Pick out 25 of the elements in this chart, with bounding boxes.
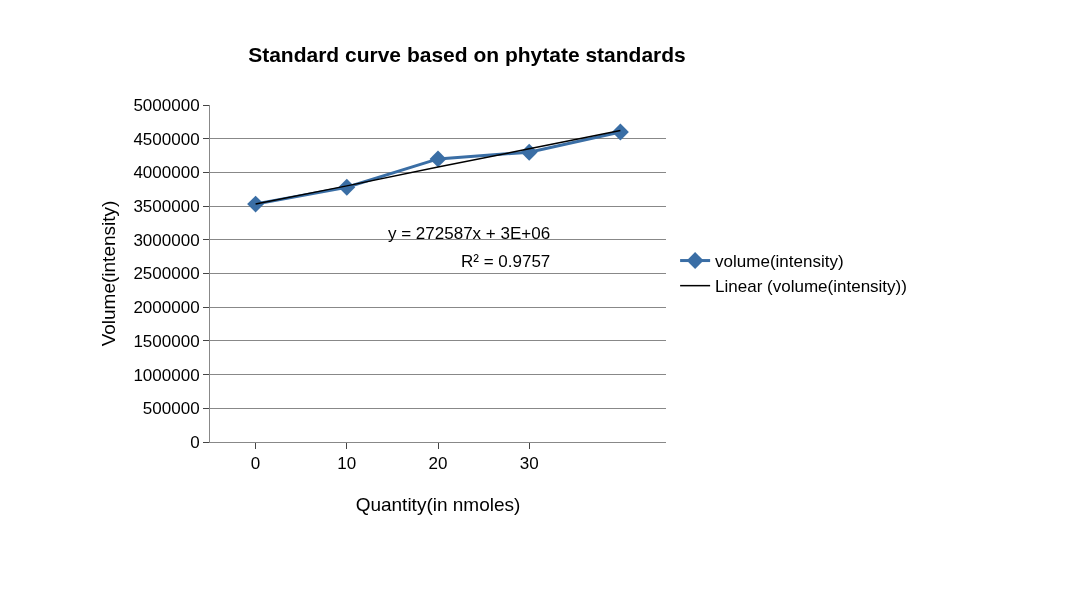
- legend-label: Linear (volume(intensity)): [715, 277, 907, 297]
- y-tick-label: 1500000: [133, 331, 200, 351]
- point: [611, 123, 629, 141]
- y-tick-label: 4500000: [133, 129, 200, 149]
- y-tick-label: 2500000: [133, 264, 200, 284]
- y-tick-label: 0: [190, 432, 200, 452]
- y-tick-label: 3500000: [133, 197, 200, 217]
- x-tick-label: 20: [428, 454, 448, 474]
- x-tick-label: 10: [337, 454, 357, 474]
- y-tick-label: 3000000: [133, 230, 200, 250]
- y-tick-label: 500000: [142, 399, 200, 419]
- point: [429, 150, 447, 168]
- point: [520, 143, 538, 161]
- x-tick-label: 30: [519, 454, 539, 474]
- y-tick-label: 4000000: [133, 163, 200, 183]
- y-tick-label: 5000000: [133, 95, 200, 115]
- annotation: R² = 0.9757: [461, 252, 551, 271]
- legend-label: volume(intensity): [715, 252, 844, 272]
- y-tick-label: 1000000: [133, 365, 200, 385]
- y-tick-label: 2000000: [133, 298, 200, 318]
- chart-title: Standard curve based on phytate standards: [248, 43, 686, 67]
- annotation: y = 272587x + 3E+06: [388, 224, 551, 243]
- x-tick-label: 0: [250, 454, 261, 474]
- x-axis-title: Quantity(in nmoles): [355, 494, 521, 516]
- y-axis-title: Volume(intensity): [98, 200, 120, 347]
